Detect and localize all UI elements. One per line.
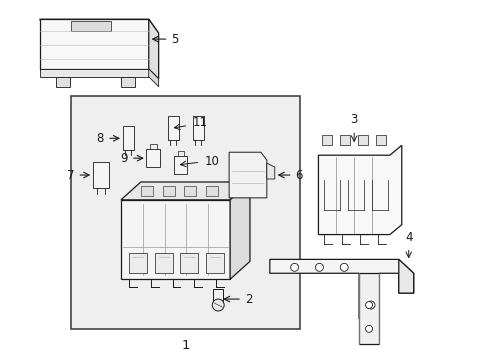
Bar (141, 186, 152, 196)
Bar (340, 135, 349, 145)
Circle shape (315, 264, 323, 271)
Bar (357, 135, 367, 145)
Circle shape (290, 264, 298, 271)
Bar (193, 117, 204, 140)
Polygon shape (40, 69, 148, 77)
Circle shape (366, 301, 374, 309)
Polygon shape (40, 19, 148, 69)
Bar (180, 253, 198, 273)
Polygon shape (398, 260, 413, 293)
Bar (206, 186, 218, 196)
Bar (322, 135, 332, 145)
Text: 6: 6 (295, 168, 303, 181)
Bar (167, 117, 178, 140)
Text: 7: 7 (67, 168, 74, 181)
Circle shape (365, 302, 372, 309)
Polygon shape (266, 163, 274, 179)
Bar (177, 151, 184, 156)
Polygon shape (40, 19, 158, 33)
Bar (213, 289, 223, 303)
Text: 4: 4 (404, 230, 412, 243)
Bar (93, 162, 109, 188)
Bar (184, 186, 196, 196)
Bar (149, 144, 156, 149)
Polygon shape (148, 19, 158, 79)
Bar (71, 96, 299, 329)
Polygon shape (230, 182, 249, 279)
Bar (122, 126, 134, 150)
Text: 10: 10 (204, 155, 219, 168)
Bar (154, 253, 172, 273)
Polygon shape (121, 77, 135, 87)
Text: 9: 9 (120, 152, 128, 165)
Circle shape (365, 325, 372, 332)
Polygon shape (121, 200, 230, 279)
Text: 5: 5 (171, 33, 179, 46)
Polygon shape (269, 260, 413, 319)
Polygon shape (148, 69, 158, 87)
Bar (163, 186, 174, 196)
Bar (71, 21, 111, 31)
Bar (173, 156, 187, 174)
Text: 8: 8 (97, 132, 104, 145)
Bar (375, 135, 385, 145)
Text: 2: 2 (244, 293, 252, 306)
Polygon shape (358, 273, 378, 344)
Polygon shape (318, 145, 401, 235)
Text: 11: 11 (192, 116, 207, 129)
Bar (129, 253, 146, 273)
Bar (145, 149, 160, 167)
Circle shape (212, 299, 224, 311)
Circle shape (340, 264, 347, 271)
Bar (206, 253, 224, 273)
Polygon shape (56, 77, 70, 87)
Text: 3: 3 (350, 113, 357, 126)
Polygon shape (229, 152, 266, 198)
Polygon shape (121, 182, 249, 200)
Text: 1: 1 (181, 339, 189, 352)
